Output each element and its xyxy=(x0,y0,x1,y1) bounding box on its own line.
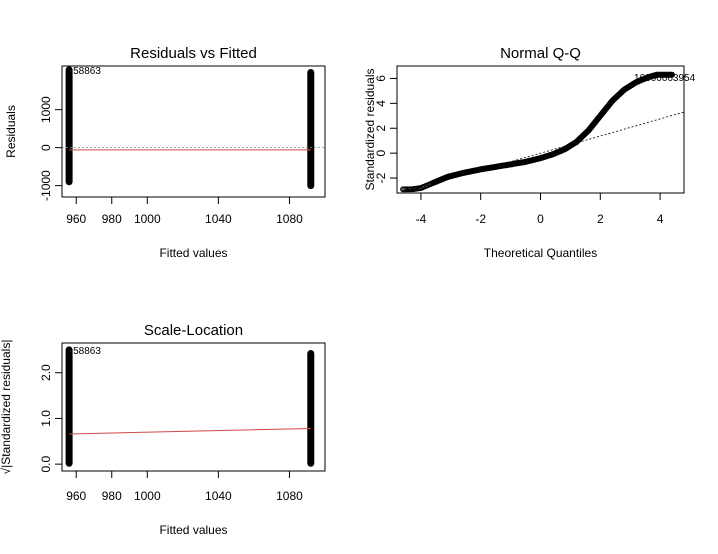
chart-3-point-label: 58863 xyxy=(73,346,101,357)
chart-3-x-tick-label: 980 xyxy=(102,489,122,503)
chart-1-x-tick-label: 1000 xyxy=(134,212,161,226)
chart-2-y-axis-label: Standardized residuals xyxy=(363,68,377,190)
chart-1-x-tick-label: 1080 xyxy=(276,212,303,226)
chart-3-x-axis-label: Fitted values xyxy=(159,523,227,537)
chart-1-title: Residuals vs Fitted xyxy=(130,45,257,62)
chart-2-x-tick-label: -4 xyxy=(416,212,427,226)
chart-2-y-tick-label: 0 xyxy=(374,150,388,157)
chart-3-x-tick-label: 1040 xyxy=(205,489,232,503)
chart-3-x-tick-label: 1000 xyxy=(134,489,161,503)
chart-3-y-tick-label: 1.0 xyxy=(39,410,53,427)
chart-2-point-label: 16660663954 xyxy=(634,73,696,84)
chart-2-qq-points xyxy=(430,71,675,186)
chart-3-frame xyxy=(61,342,326,472)
chart-2-y-tick-label: 4 xyxy=(374,100,388,107)
chart-2-frame xyxy=(396,65,685,194)
chart-2-y-tick-label: -2 xyxy=(374,172,388,183)
chart-3-y-axis-label: √|Standardized residuals| xyxy=(0,340,13,475)
chart-2-qq-reference-line xyxy=(399,111,684,193)
chart-3-y-tick-label: 0.0 xyxy=(39,455,53,472)
chart-3-x-tick-label: 1080 xyxy=(276,489,303,503)
chart-2-x-tick-label: -2 xyxy=(475,212,486,226)
chart-2-y-tick-label: 2 xyxy=(374,125,388,132)
chart-1-x-tick-label: 980 xyxy=(102,212,122,226)
chart-2-title: Normal Q-Q xyxy=(500,45,581,62)
chart-1-y-tick-label: 1000 xyxy=(39,96,53,123)
chart-3-smooth-line xyxy=(69,427,311,435)
chart-1-y-tick-label: 0 xyxy=(39,144,53,151)
chart-3-y-tick-label: 2.0 xyxy=(39,364,53,381)
chart-2-x-tick-label: 4 xyxy=(657,212,664,226)
chart-1-y-tick-label: -1000 xyxy=(39,170,53,201)
chart-1-point-label: 58863 xyxy=(73,66,101,77)
chart-2-y-tick-label: 6 xyxy=(374,75,388,82)
chart-2-qq-point xyxy=(429,180,436,187)
chart-3-title: Scale-Location xyxy=(144,322,243,339)
chart-1-x-tick-label: 1040 xyxy=(205,212,232,226)
chart-1-x-tick-label: 960 xyxy=(66,212,86,226)
chart-2-x-axis-label: Theoretical Quantiles xyxy=(484,246,597,260)
chart-3-x-tick-label: 960 xyxy=(66,489,86,503)
chart-1-frame xyxy=(61,65,326,198)
chart-1-x-axis-label: Fitted values xyxy=(159,246,227,260)
chart-2-x-tick-label: 0 xyxy=(537,212,544,226)
chart-2-x-tick-label: 2 xyxy=(597,212,604,226)
chart-1-y-axis-label: Residuals xyxy=(4,105,18,158)
